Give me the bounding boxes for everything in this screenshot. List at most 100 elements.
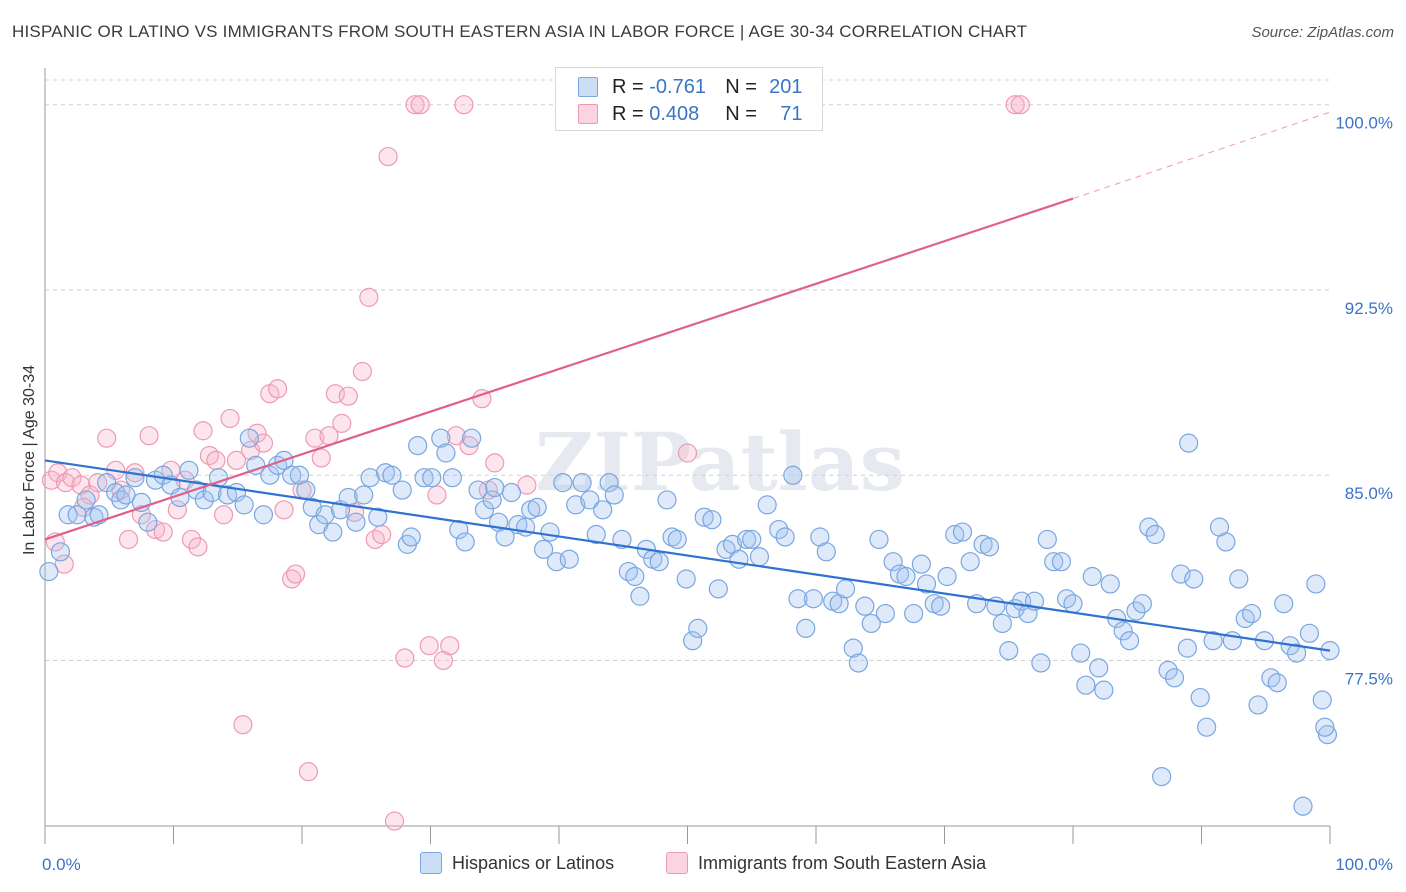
blue-point-26 xyxy=(239,428,259,448)
legend-r-label: R = xyxy=(612,75,644,98)
x-tick-label-0: 0.0% xyxy=(42,855,81,874)
blue-point-107 xyxy=(796,618,816,638)
blue-point-18 xyxy=(179,460,199,480)
pink-point-21 xyxy=(193,421,213,441)
pink-point-66 xyxy=(1005,95,1025,115)
blue-point-155 xyxy=(1113,621,1133,641)
blue-point-86 xyxy=(649,552,669,572)
blue-point-166 xyxy=(1184,569,1204,589)
pink-point-67 xyxy=(1010,95,1030,115)
blue-point-153 xyxy=(1100,574,1120,594)
blue-point-127 xyxy=(931,596,951,616)
blue-point-182 xyxy=(1286,643,1307,663)
blue-point-131 xyxy=(960,552,980,572)
blue-point-47 xyxy=(392,480,412,500)
blue-point-143 xyxy=(1037,529,1057,550)
series-legend: Hispanics or Latinos Immigrants from Sou… xyxy=(0,852,1406,876)
pink-point-35 xyxy=(285,564,306,584)
blue-point-83 xyxy=(630,586,650,606)
blue-point-72 xyxy=(559,549,579,569)
blue-trend-line xyxy=(44,459,1331,652)
blue-point-15 xyxy=(153,465,173,485)
blue-point-91 xyxy=(683,631,703,651)
pink-trend-extension xyxy=(1072,111,1331,200)
trend-lines xyxy=(44,111,1331,652)
pink-point-2 xyxy=(55,473,76,493)
series-legend-pink[interactable]: Immigrants from South Eastern Asia xyxy=(666,852,986,874)
blue-point-117 xyxy=(861,613,881,634)
pink-point-32 xyxy=(267,379,288,399)
pink-point-58 xyxy=(446,426,466,446)
axes xyxy=(44,68,1331,844)
blue-point-32 xyxy=(282,465,302,485)
blue-point-125 xyxy=(916,574,937,594)
pink-point-42 xyxy=(332,413,352,433)
blue-point-144 xyxy=(1044,552,1064,572)
blue-point-1 xyxy=(50,542,71,562)
pink-point-47 xyxy=(365,529,385,550)
blue-point-176 xyxy=(1248,695,1268,715)
correlation-legend: R = -0.761 N = 201 R = 0.408 N = 71 xyxy=(555,67,823,131)
blue-point-110 xyxy=(816,542,836,562)
blue-point-50 xyxy=(414,468,434,488)
pink-point-13 xyxy=(139,426,159,446)
blue-point-118 xyxy=(869,529,889,550)
pink-point-64 xyxy=(517,475,537,495)
series-legend-blue[interactable]: Hispanics or Latinos xyxy=(420,852,614,874)
pink-point-33 xyxy=(274,500,294,520)
legend-r-value-blue: -0.761 xyxy=(649,75,706,98)
blue-point-53 xyxy=(436,443,456,463)
pink-point-22 xyxy=(199,445,220,466)
blue-point-43 xyxy=(360,468,380,488)
blue-point-187 xyxy=(1317,725,1338,745)
blue-point-63 xyxy=(501,482,522,503)
blue-point-74 xyxy=(572,473,592,493)
blue-point-165 xyxy=(1177,638,1197,658)
blue-point-179 xyxy=(1267,673,1287,693)
blue-point-134 xyxy=(979,537,1000,557)
blue-point-130 xyxy=(952,522,973,542)
series-swatch-pink xyxy=(666,852,688,874)
blue-point-191 xyxy=(485,477,505,498)
blue-point-56 xyxy=(455,532,475,552)
pink-point-23 xyxy=(206,450,226,471)
blue-point-161 xyxy=(1152,766,1172,787)
blue-point-119 xyxy=(875,603,895,624)
blue-point-20 xyxy=(194,490,214,510)
pink-point-49 xyxy=(378,146,398,167)
blue-point-54 xyxy=(442,468,462,488)
pink-point-57 xyxy=(440,636,460,656)
blue-point-169 xyxy=(1203,631,1223,651)
pink-point-26 xyxy=(226,450,247,471)
blue-point-171 xyxy=(1216,532,1236,552)
blue-point-167 xyxy=(1190,687,1210,708)
blue-point-3 xyxy=(67,505,87,525)
pink-point-10 xyxy=(118,529,139,550)
blue-point-13 xyxy=(138,512,158,532)
blue-point-129 xyxy=(945,524,965,545)
pink-point-55 xyxy=(427,485,447,505)
blue-point-159 xyxy=(1139,517,1159,537)
blue-point-41 xyxy=(346,512,366,532)
blue-point-162 xyxy=(1158,660,1178,680)
blue-point-164 xyxy=(1171,564,1191,584)
blue-point-34 xyxy=(296,480,316,500)
blue-point-114 xyxy=(843,638,863,658)
blue-point-59 xyxy=(474,500,495,520)
pink-point-54 xyxy=(419,636,439,656)
pink-point-70 xyxy=(73,497,94,517)
pink-point-45 xyxy=(352,361,372,382)
legend-row-pink: R = 0.408 N = 71 xyxy=(578,102,803,126)
blue-point-67 xyxy=(527,497,547,517)
blue-point-108 xyxy=(803,589,824,609)
y-tick-label-1: 85.0% xyxy=(1345,484,1393,503)
blue-point-49 xyxy=(408,435,428,456)
blue-point-148 xyxy=(1071,643,1091,663)
pink-point-1 xyxy=(48,463,68,483)
blue-point-76 xyxy=(586,524,606,545)
blue-point-136 xyxy=(992,613,1012,634)
pink-point-39 xyxy=(311,448,331,468)
blue-point-137 xyxy=(999,641,1019,661)
blue-point-145 xyxy=(1051,552,1072,572)
